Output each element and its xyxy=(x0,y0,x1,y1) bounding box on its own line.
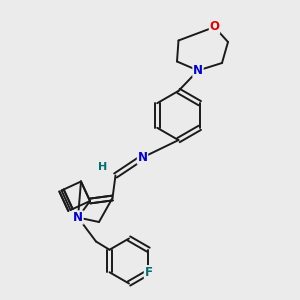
Text: H: H xyxy=(98,161,107,172)
Text: N: N xyxy=(137,151,148,164)
Text: O: O xyxy=(209,20,220,34)
Text: N: N xyxy=(73,211,83,224)
Text: N: N xyxy=(193,64,203,77)
Text: F: F xyxy=(145,266,152,279)
